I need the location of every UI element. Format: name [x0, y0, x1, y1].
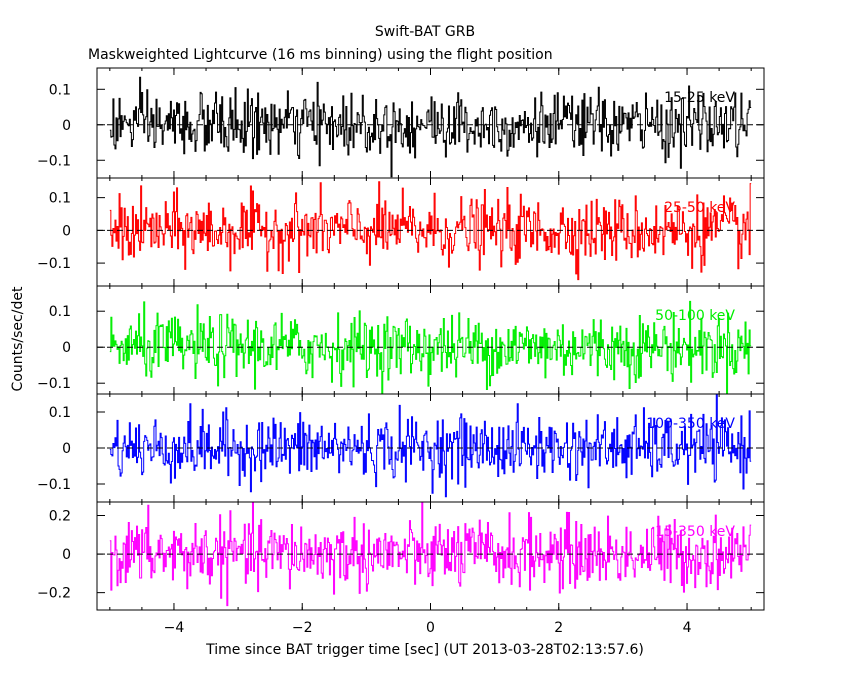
x-tick-label: 4 — [683, 620, 692, 636]
x-tick-label: −2 — [292, 620, 313, 636]
series-line — [109, 181, 752, 281]
x-tick-label: 2 — [554, 620, 563, 636]
y-tick-label: 0 — [62, 118, 71, 134]
series-label: 100-350 keV — [646, 416, 735, 432]
series-line — [109, 300, 752, 395]
y-tick-label: −0.1 — [37, 477, 71, 493]
y-tick-label: −0.2 — [37, 586, 71, 602]
y-tick-label: −0.1 — [37, 153, 71, 169]
y-tick-label: −0.1 — [37, 376, 71, 392]
panel-50-100-kev: 0.1 0 −0.1 50-100 keV — [37, 285, 765, 395]
series-label: 15-25 keV — [664, 90, 735, 106]
panel-25-50-kev: 0.1 0 −0.1 25-50 keV — [37, 177, 765, 287]
x-tick-label: −4 — [164, 620, 185, 636]
x-tick-label: 0 — [426, 620, 435, 636]
y-tick-label: 0.1 — [49, 82, 71, 98]
chart-subtitle: Maskweighted Lightcurve (16 ms binning) … — [88, 47, 553, 63]
y-tick-label: 0 — [62, 547, 71, 563]
series-label: 15-350 keV — [655, 524, 735, 540]
y-tick-label: −0.1 — [37, 256, 71, 272]
panel-15-350-kev: 0.2 0 −0.2 15-350 keV — [37, 501, 765, 611]
y-tick-label: 0 — [62, 340, 71, 356]
series-label: 50-100 keV — [655, 308, 735, 324]
series-line — [109, 76, 752, 178]
y-tick-label: 0.1 — [49, 304, 71, 320]
series-line — [109, 393, 752, 498]
y-tick-label: 0 — [62, 441, 71, 457]
series-line — [109, 501, 752, 607]
panel-15-25-kev: 0.1 0 −0.1 15-25 keV — [37, 67, 765, 179]
y-tick-label: 0 — [62, 223, 71, 239]
y-tick-label: 0.2 — [49, 509, 71, 525]
y-axis-label: Counts/sec/det — [10, 286, 26, 391]
y-tick-label: 0.1 — [49, 191, 71, 207]
chart-title: Swift-BAT GRB — [375, 24, 475, 40]
x-axis-label: Time since BAT trigger time [sec] (UT 20… — [205, 642, 644, 658]
panels-group: 0.1 0 −0.1 15-25 keV 0.1 0 −0.1 25-50 keV 0.1 0 −0… — [37, 67, 765, 636]
series-label: 25-50 keV — [664, 200, 735, 216]
panel-frame — [96, 177, 765, 287]
y-tick-label: 0.1 — [49, 405, 71, 421]
panel-100-350-kev: 0.1 0 −0.1 100-350 keV — [37, 393, 765, 503]
